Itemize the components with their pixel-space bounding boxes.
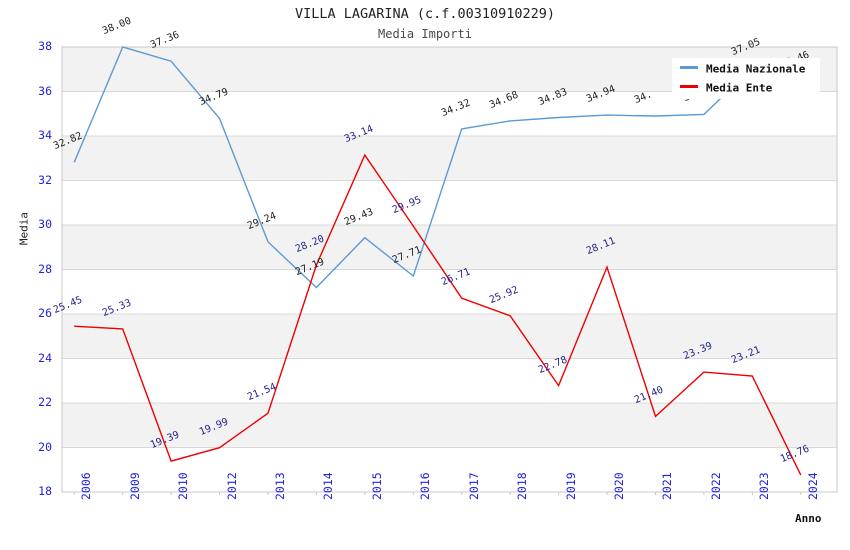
x-tick-label: 2021 xyxy=(660,472,675,500)
x-tick-label: 2012 xyxy=(224,472,239,500)
chart-title: VILLA LAGARINA (c.f.00310910229) xyxy=(294,6,556,22)
legend-label: Media Ente xyxy=(706,81,773,95)
x-tick-label: 2022 xyxy=(708,472,723,500)
x-axis-label: Anno xyxy=(795,512,822,525)
x-tick-label: 2018 xyxy=(515,472,530,500)
legend-item-media-ente[interactable]: Media Ente xyxy=(680,79,772,97)
x-tick-label: 2013 xyxy=(272,472,287,500)
x-tick-label: 2010 xyxy=(176,472,191,500)
legend-label: Media Nazionale xyxy=(706,62,806,76)
x-tick-label: 2020 xyxy=(612,472,627,500)
x-tick-label: 2017 xyxy=(466,472,481,500)
legend-item-media-nazionale[interactable]: Media Nazionale xyxy=(680,60,805,78)
chart-subtitle: Media Importi xyxy=(378,27,472,41)
y-tick-label: 30 xyxy=(38,217,52,231)
y-tick-label: 32 xyxy=(38,172,52,187)
y-tick-label: 18 xyxy=(38,484,52,498)
y-tick-label: 36 xyxy=(38,83,52,98)
chart-legend: Media Nazionale Media Ente xyxy=(672,58,820,99)
x-tick-label: 2019 xyxy=(563,472,578,500)
y-tick-label: 34 xyxy=(38,128,52,142)
y-tick-label: 22 xyxy=(38,395,52,409)
y-tick-label: 26 xyxy=(38,306,52,320)
y-tick-label: 38 xyxy=(38,39,52,53)
y-tick-label: 24 xyxy=(38,350,52,365)
legend-swatch-icon xyxy=(680,85,698,88)
x-tick-label: 2024 xyxy=(805,472,820,500)
x-tick-label: 2023 xyxy=(757,472,772,500)
x-tick-label: 2006 xyxy=(79,472,94,500)
x-tick-label: 2016 xyxy=(418,472,433,500)
y-tick-label: 20 xyxy=(38,439,52,454)
x-tick-label: 2015 xyxy=(369,472,384,500)
x-tick-label: 2009 xyxy=(127,472,142,500)
y-tick-label: 28 xyxy=(38,261,52,276)
x-tick-label: 2014 xyxy=(321,472,336,500)
legend-swatch-icon xyxy=(680,66,698,69)
